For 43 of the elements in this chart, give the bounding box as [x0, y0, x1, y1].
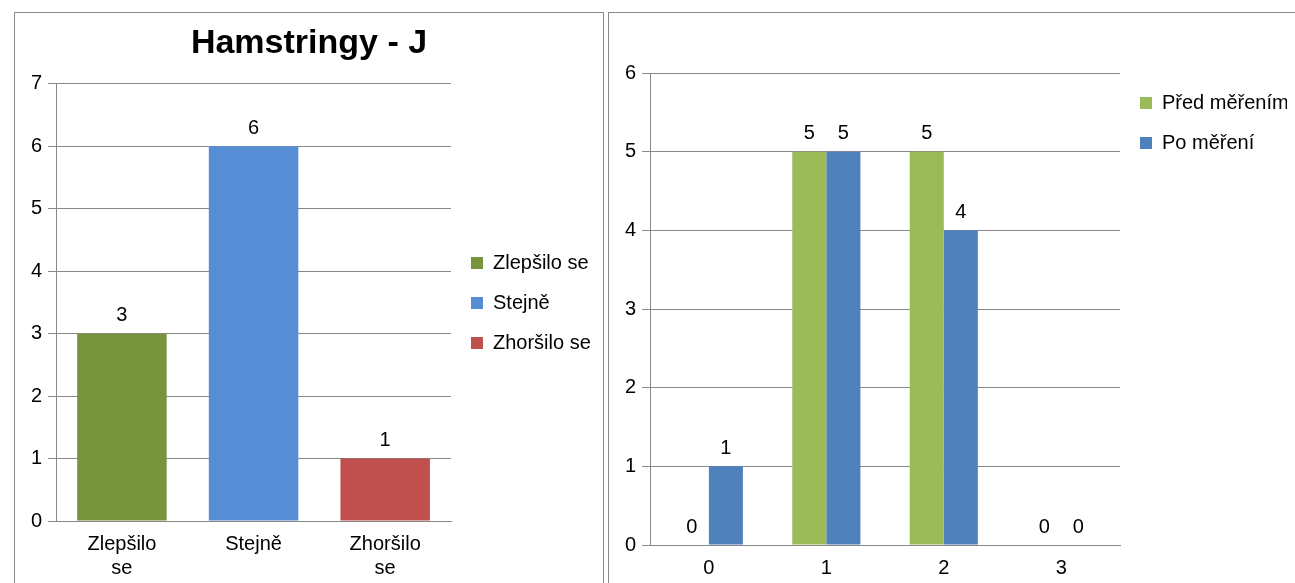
bar: [826, 151, 861, 545]
y-tick-label: 1: [31, 446, 43, 469]
data-label: 0: [686, 514, 698, 537]
legend-label: Před měřením: [1162, 90, 1289, 113]
bar: [909, 151, 944, 545]
y-tick-label: 4: [625, 217, 637, 240]
data-label: 1: [379, 428, 391, 451]
data-label: 5: [803, 121, 815, 144]
y-tick-label: 0: [31, 508, 43, 531]
x-tick-label: 0: [703, 555, 715, 578]
y-tick-label: 2: [31, 383, 43, 406]
y-tick-label: 3: [31, 321, 43, 344]
data-label: 1: [720, 435, 732, 458]
x-tick-label: 3: [1055, 555, 1067, 578]
legend-label: Po měření: [1162, 130, 1255, 153]
y-tick-label: 5: [31, 196, 43, 219]
data-label: 5: [921, 121, 933, 144]
y-tick-label: 6: [625, 60, 637, 83]
data-label: 4: [955, 199, 967, 222]
y-tick-label: 5: [625, 139, 637, 162]
x-tick-label: Zhoršilo se: [349, 531, 421, 578]
legend-label: Stejně: [493, 290, 550, 313]
y-tick-label: 3: [625, 296, 637, 319]
x-tick-label: 1: [820, 555, 832, 578]
chart-title: Hamstringy - J: [190, 21, 428, 60]
y-tick-label: 1: [625, 453, 637, 476]
bar: [708, 466, 743, 545]
x-tick-label: 2: [938, 555, 950, 578]
y-tick-label: 6: [31, 133, 43, 156]
data-label: 5: [837, 121, 849, 144]
data-label: 0: [1072, 514, 1084, 537]
y-tick-label: 4: [31, 258, 43, 281]
bar: [943, 230, 978, 545]
data-label: 6: [248, 115, 260, 138]
data-label: 3: [116, 303, 128, 326]
x-tick-label: Stejně: [225, 531, 282, 554]
data-label: 0: [1038, 514, 1050, 537]
y-tick-label: 2: [625, 375, 637, 398]
y-tick-label: 7: [31, 71, 43, 94]
bar: [792, 151, 827, 545]
legend-label: Zhoršilo se: [493, 330, 591, 353]
x-tick-label: Zlepšilo se: [87, 531, 157, 578]
legend-label: Zlepšilo se: [493, 250, 589, 273]
